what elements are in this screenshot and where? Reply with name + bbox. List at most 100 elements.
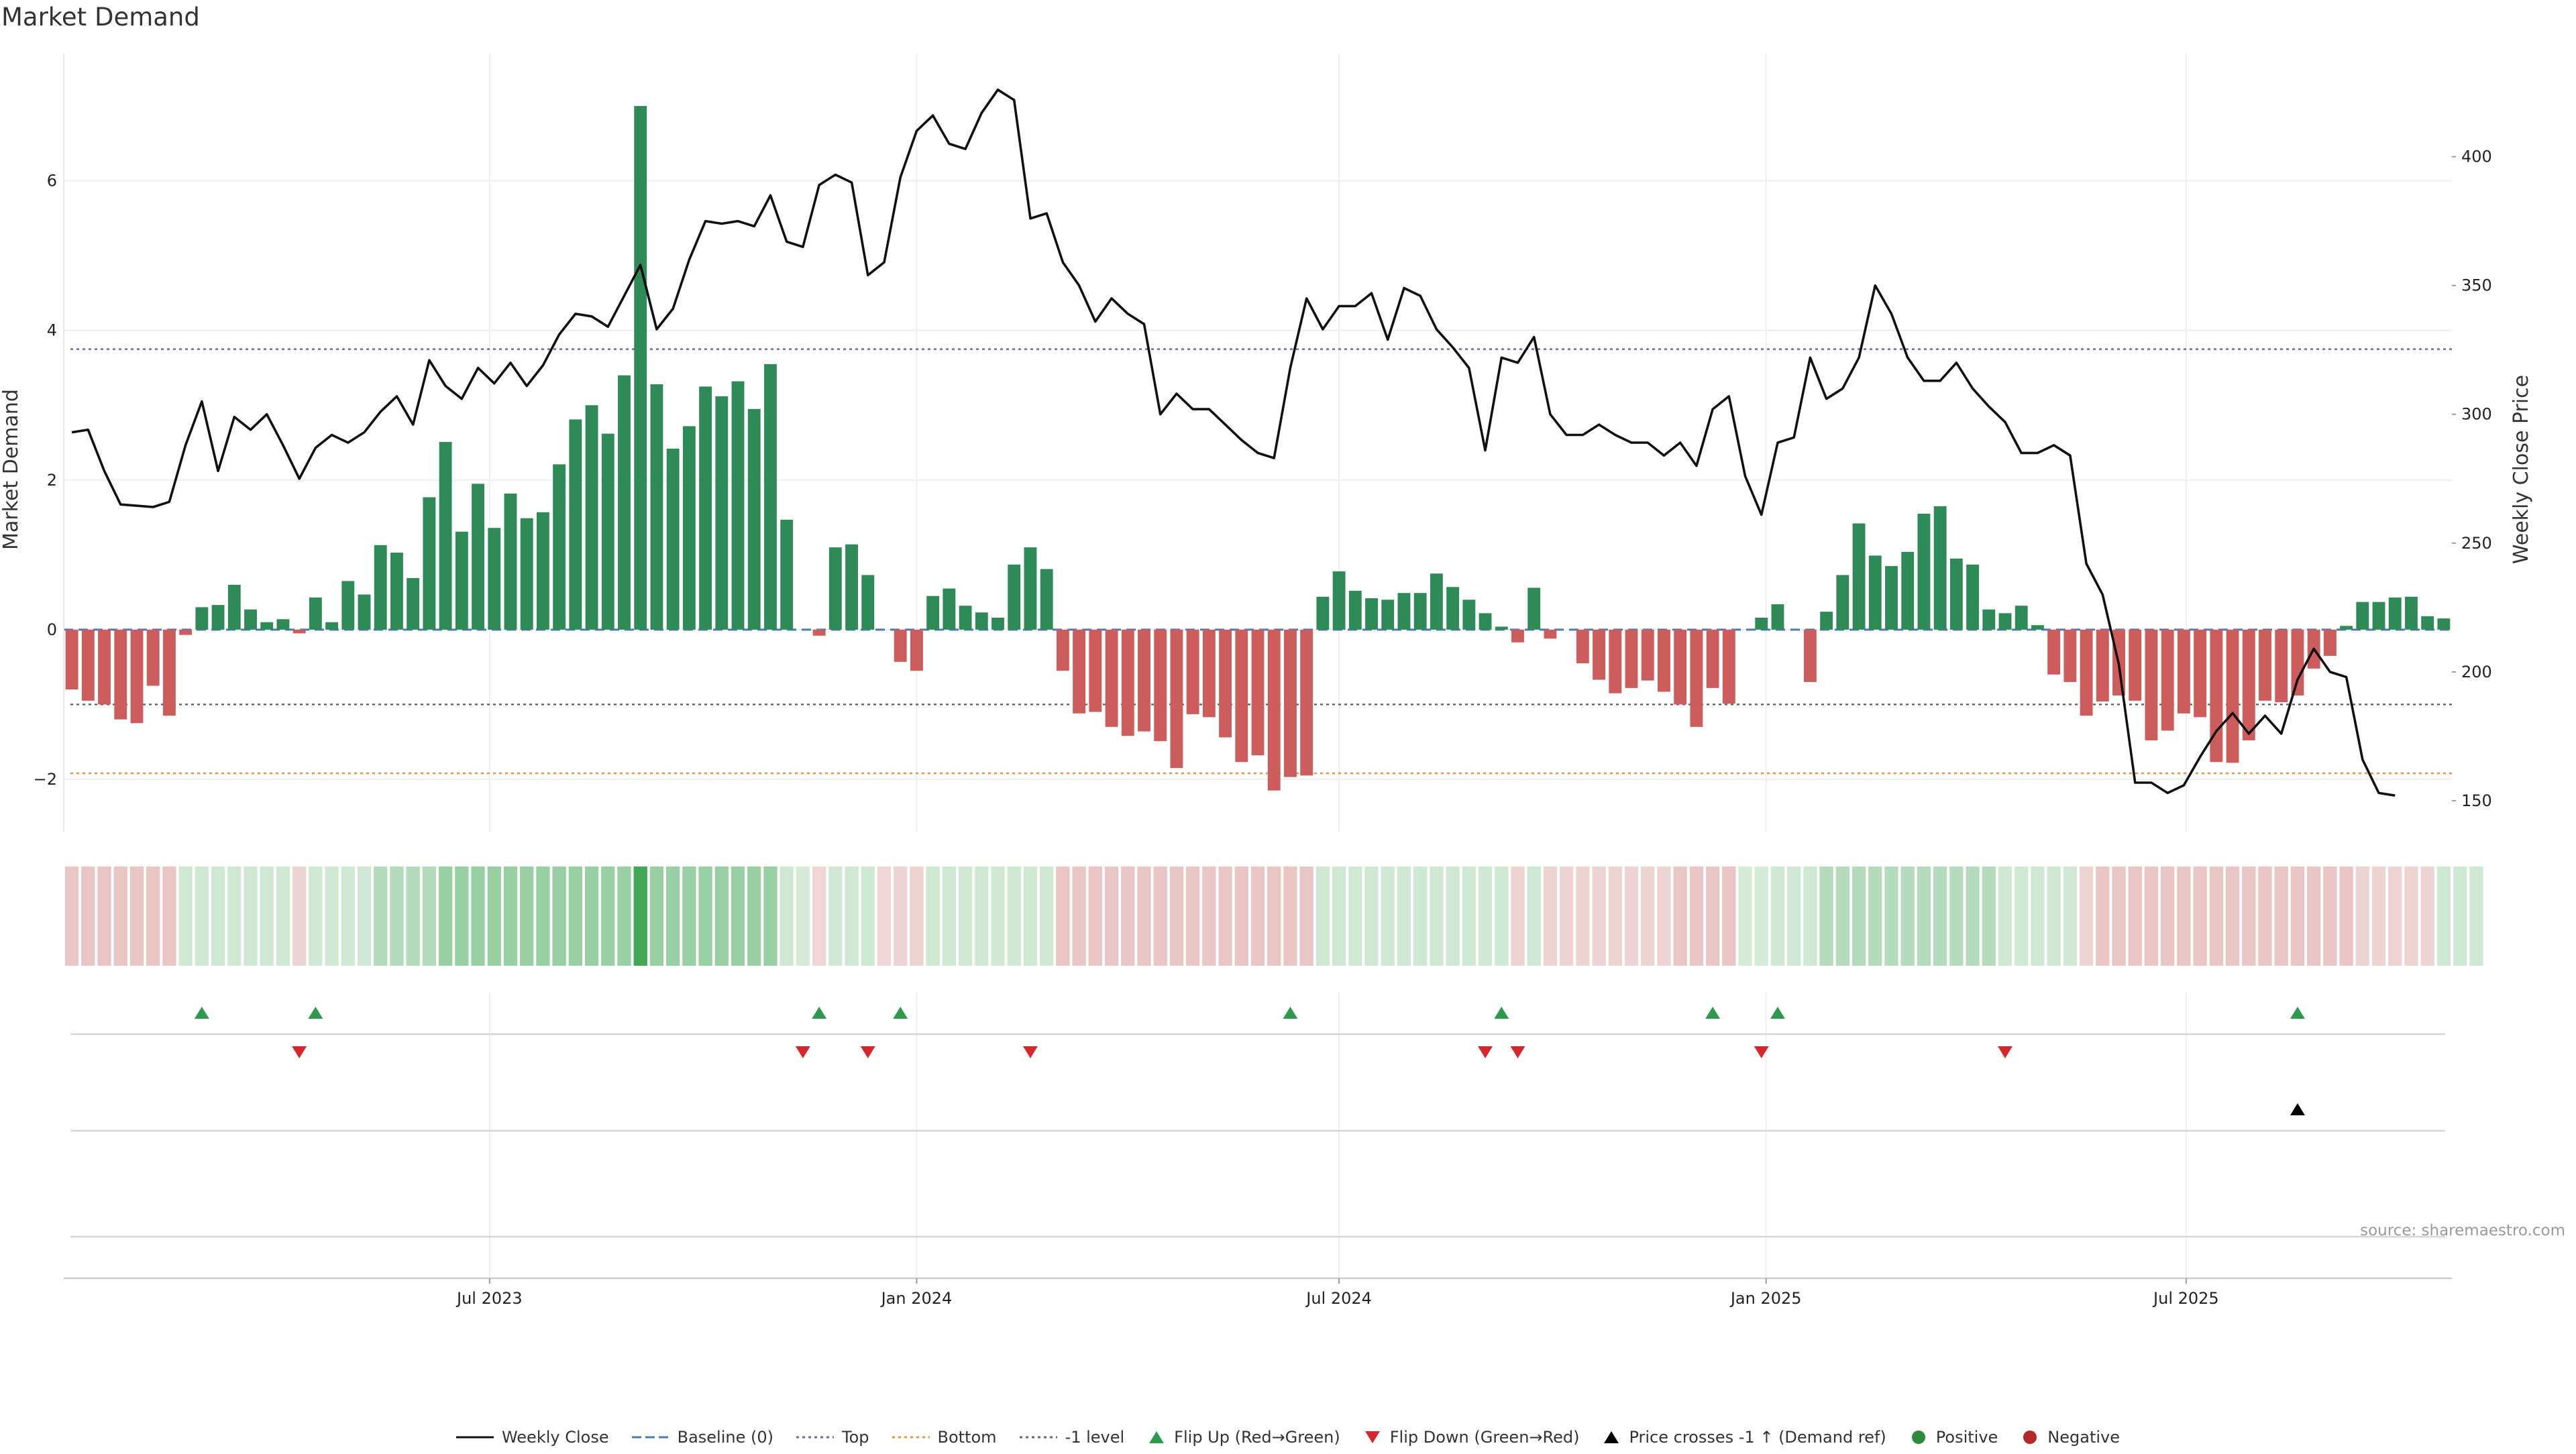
demand-bar-positive bbox=[423, 497, 436, 630]
band-cell bbox=[958, 866, 973, 966]
legend-entry: Flip Down (Green→Red) bbox=[1363, 1428, 1579, 1447]
band-cell bbox=[1559, 866, 1574, 966]
legend-swatch bbox=[455, 1436, 494, 1439]
band-cell bbox=[1202, 866, 1216, 966]
weekly-close-line bbox=[71, 89, 2396, 797]
demand-bar-positive bbox=[585, 405, 598, 630]
demand-bar-positive bbox=[504, 493, 517, 630]
flip-down-marker bbox=[292, 1046, 307, 1058]
left-tick-label: −2 bbox=[34, 770, 57, 789]
band-cell bbox=[357, 866, 372, 966]
demand-bar-negative bbox=[162, 629, 176, 716]
demand-bar-positive bbox=[845, 544, 859, 630]
demand-bar-negative bbox=[2275, 629, 2288, 703]
demand-bar-positive bbox=[1885, 566, 1898, 630]
demand-bar-negative bbox=[1674, 629, 1687, 705]
band-cell bbox=[910, 866, 924, 966]
band-cell bbox=[2015, 866, 2029, 966]
band-cell bbox=[1218, 866, 1232, 966]
demand-bar-positive bbox=[1527, 588, 1541, 630]
right-tick-label: 250 bbox=[2461, 534, 2492, 553]
band-cell bbox=[682, 866, 696, 966]
demand-bar-positive bbox=[244, 609, 257, 630]
band-cell bbox=[1527, 866, 1541, 966]
band-cell bbox=[1495, 866, 1509, 966]
band-cell bbox=[195, 866, 209, 966]
legend-label: Baseline (0) bbox=[677, 1428, 773, 1447]
demand-bar-positive bbox=[472, 484, 484, 630]
band-cell bbox=[2290, 866, 2305, 966]
demand-bar-negative bbox=[1089, 629, 1102, 712]
chart-legend: Weekly Close Baseline (0) Top Bottom -1 leve… bbox=[0, 1420, 2576, 1454]
band-cell bbox=[1381, 866, 1395, 966]
demand-bar-positive bbox=[1998, 613, 2012, 630]
demand-bar-positive bbox=[601, 433, 614, 630]
demand-bar-negative bbox=[2129, 629, 2142, 701]
band-cell bbox=[2225, 866, 2240, 966]
band-cell bbox=[422, 866, 437, 966]
band-cell bbox=[1478, 866, 1493, 966]
demand-bar-negative bbox=[1056, 629, 1069, 671]
x-tick-label: Jan 2025 bbox=[1729, 1289, 1802, 1308]
demand-bar-positive bbox=[666, 448, 680, 630]
demand-bar-negative bbox=[2161, 629, 2174, 731]
band-cell bbox=[665, 866, 680, 966]
band-cell bbox=[1657, 866, 1671, 966]
demand-bar-negative bbox=[910, 629, 923, 671]
demand-bar-negative bbox=[2145, 629, 2158, 740]
band-cell bbox=[1966, 866, 1980, 966]
flip-up-marker bbox=[194, 1007, 209, 1019]
demand-bar-negative bbox=[146, 629, 160, 686]
band-cell bbox=[1949, 866, 1964, 966]
demand-bar-positive bbox=[374, 545, 387, 630]
band-cell bbox=[1641, 866, 1655, 966]
demand-bar-positive bbox=[1430, 573, 1443, 630]
band-cell bbox=[2193, 866, 2207, 966]
band-cell bbox=[1770, 866, 1785, 966]
band-cell bbox=[2436, 866, 2451, 966]
band-cell bbox=[1397, 866, 1411, 966]
band-cell bbox=[649, 866, 664, 966]
demand-bar-negative bbox=[1641, 629, 1654, 681]
flip-up-marker bbox=[308, 1007, 323, 1019]
left-tick-label: 6 bbox=[47, 172, 57, 190]
legend-label: Top bbox=[842, 1428, 869, 1447]
demand-bar-positive bbox=[1495, 626, 1508, 630]
band-cell bbox=[113, 866, 127, 966]
demand-bar-positive bbox=[1348, 590, 1362, 630]
demand-band-strip bbox=[64, 866, 2483, 966]
band-cell bbox=[1673, 866, 1687, 966]
band-cell bbox=[1121, 866, 1135, 966]
band-cell bbox=[2242, 866, 2256, 966]
band-cell bbox=[244, 866, 258, 966]
band-cell bbox=[894, 866, 908, 966]
band-cell bbox=[796, 866, 810, 966]
flip-up-marker bbox=[1705, 1007, 1721, 1019]
band-cell bbox=[2209, 866, 2224, 966]
demand-bar-positive bbox=[991, 618, 1004, 630]
demand-bar-positive bbox=[650, 384, 663, 630]
legend-label: Flip Up (Red→Green) bbox=[1174, 1428, 1340, 1447]
demand-bar-positive bbox=[2372, 602, 2385, 630]
demand-bar-positive bbox=[569, 419, 582, 630]
demand-bar-negative bbox=[1657, 629, 1670, 692]
demand-bar-positive bbox=[455, 531, 468, 630]
band-cell bbox=[1023, 866, 1038, 966]
demand-bar-positive bbox=[325, 622, 339, 630]
band-cell bbox=[227, 866, 241, 966]
demand-bar-negative bbox=[2194, 629, 2207, 718]
demand-bar-negative bbox=[2063, 629, 2077, 682]
flip-down-marker bbox=[1754, 1046, 1769, 1058]
band-cell bbox=[2112, 866, 2126, 966]
band-cell bbox=[129, 866, 144, 966]
flip-up-marker bbox=[2290, 1007, 2305, 1019]
demand-bar-positive bbox=[926, 596, 940, 630]
demand-bar-negative bbox=[1283, 629, 1297, 777]
legend-swatch bbox=[1149, 1431, 1165, 1443]
band-cell bbox=[178, 866, 193, 966]
demand-bar-negative bbox=[292, 629, 306, 634]
band-cell bbox=[1511, 866, 1525, 966]
band-cell bbox=[1267, 866, 1281, 966]
band-cell bbox=[2079, 866, 2094, 966]
